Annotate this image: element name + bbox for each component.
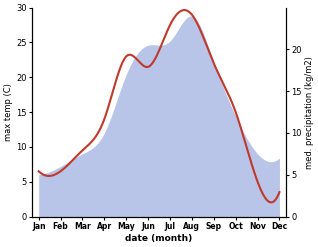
X-axis label: date (month): date (month) — [125, 234, 193, 243]
Y-axis label: med. precipitation (kg/m2): med. precipitation (kg/m2) — [305, 56, 314, 168]
Y-axis label: max temp (C): max temp (C) — [4, 83, 13, 141]
